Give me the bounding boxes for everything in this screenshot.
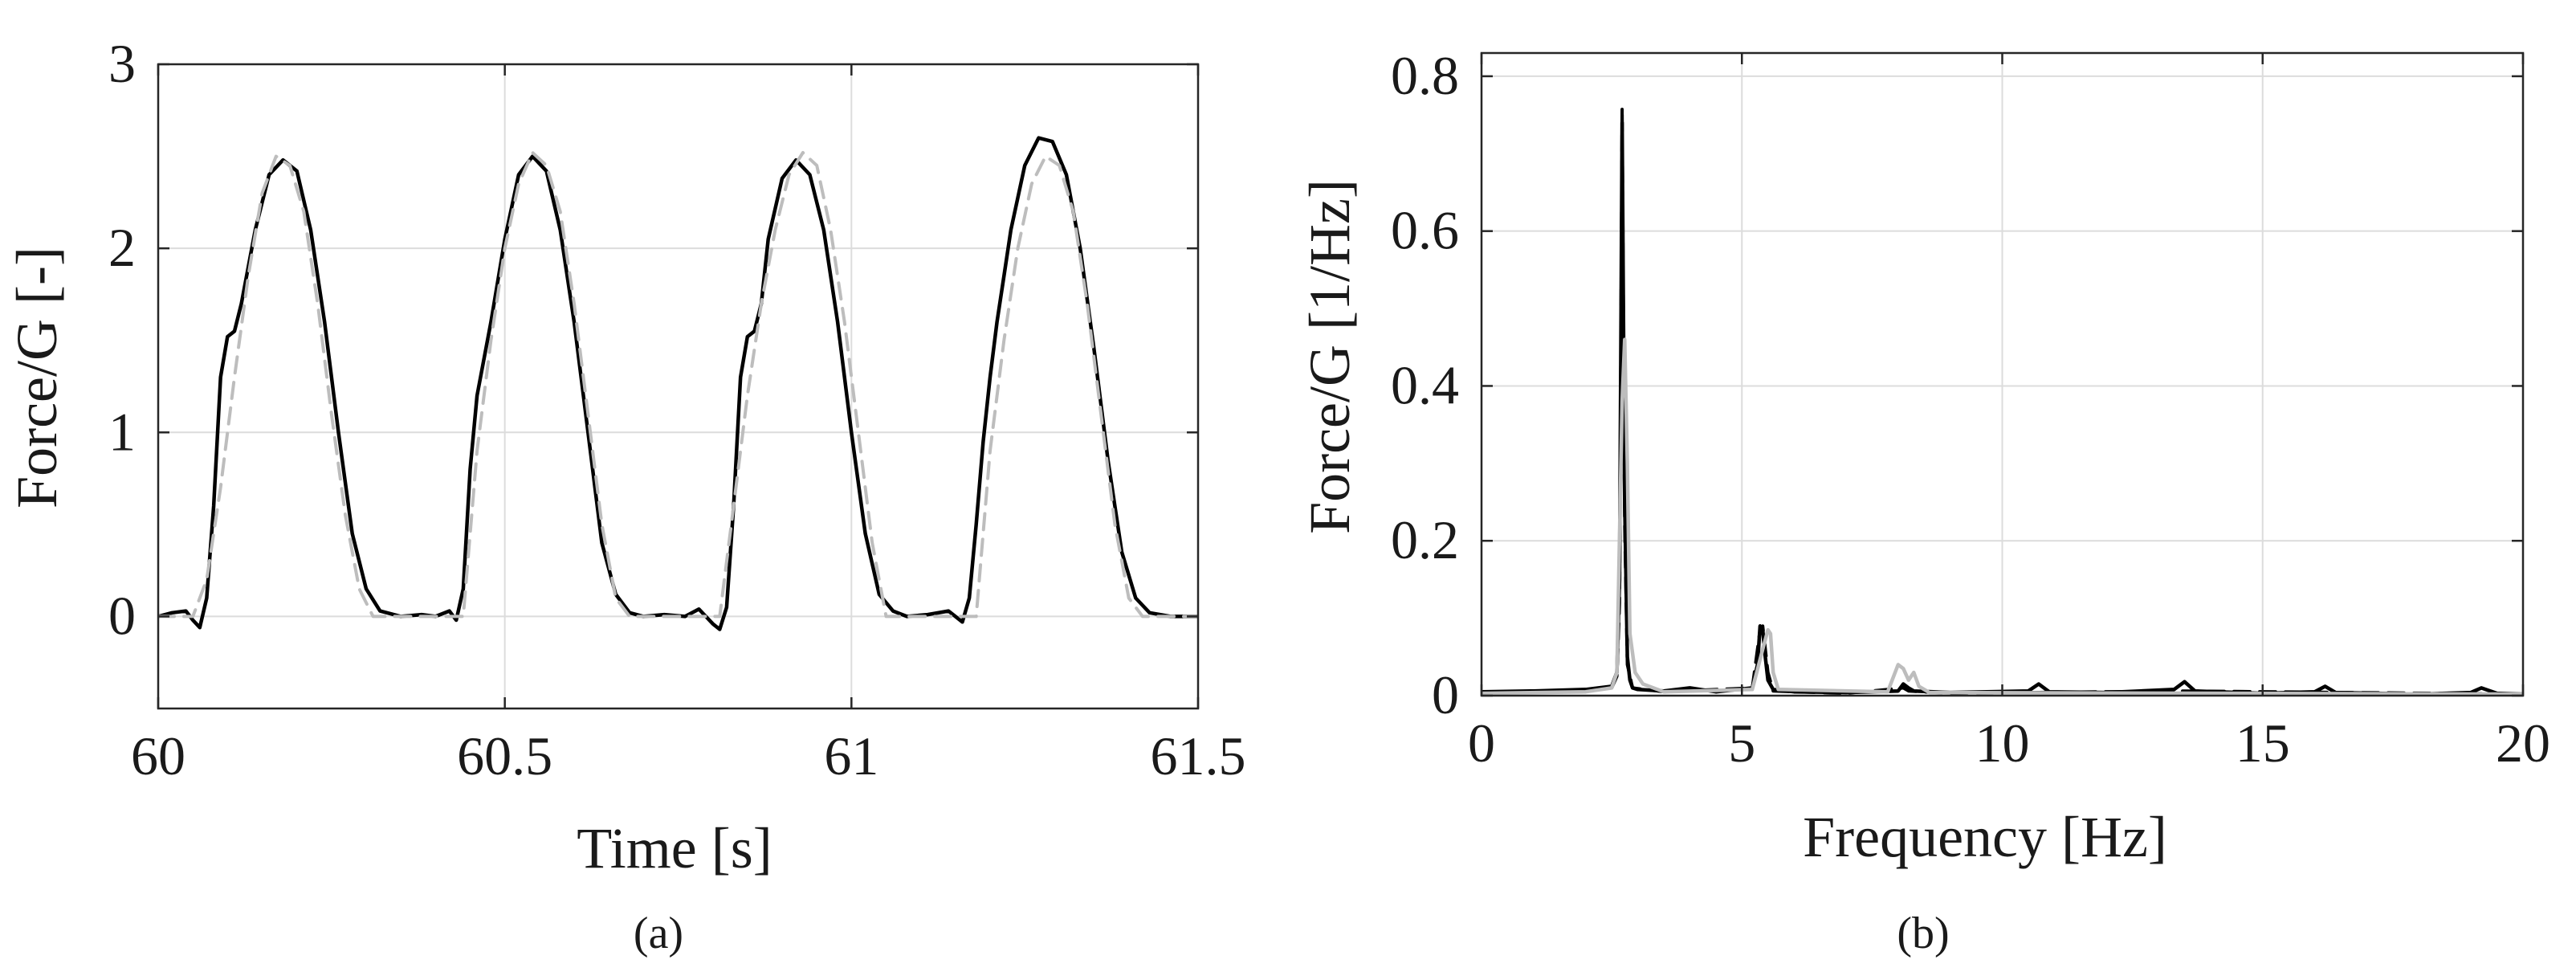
panel-a-time-chart: 60 60.5 61 61.5 0 1 2 3 Time [s] Force/G [-] (… bbox=[5, 33, 1246, 958]
panel-a-series-line-1 bbox=[158, 136, 1198, 631]
panel-b-series-line-3 bbox=[1482, 337, 2523, 696]
panel-b-x-tick-label: 15 bbox=[2236, 713, 2290, 774]
panel-b-x-tick-label: 0 bbox=[1468, 713, 1495, 774]
panel-b-y-tick-label: 0.2 bbox=[1391, 509, 1459, 570]
panel-b-x-axis-label: Frequency [Hz] bbox=[1803, 805, 2167, 869]
panel-b-y-tick-label: 0.6 bbox=[1391, 200, 1459, 261]
panel-a-y-tick-label: 2 bbox=[108, 217, 136, 278]
panel-a-x-tick-label: 60.5 bbox=[457, 725, 552, 786]
panel-a-y-tick-labels: 0 1 2 3 bbox=[108, 33, 136, 646]
panel-a-x-tick-label: 61.5 bbox=[1151, 725, 1246, 786]
panel-a-y-tick-label: 1 bbox=[108, 401, 136, 462]
panel-b-x-tick-labels: 0 5 10 15 20 bbox=[1468, 713, 2550, 774]
panel-b-series bbox=[1482, 105, 2523, 696]
panel-b-y-tick-label: 0.4 bbox=[1391, 354, 1459, 415]
panel-a-label: (a) bbox=[634, 909, 683, 958]
panel-b-x-tick-label: 20 bbox=[2496, 713, 2550, 774]
panel-a-y-axis-label: Force/G [-] bbox=[5, 247, 69, 508]
panel-b-y-tick-label: 0 bbox=[1432, 664, 1459, 725]
panel-b-y-tick-labels: 0 0.2 0.4 0.6 0.8 bbox=[1391, 45, 1459, 725]
panel-a-x-tick-label: 61 bbox=[824, 725, 878, 786]
panel-b-x-tick-label: 10 bbox=[1975, 713, 2030, 774]
panel-a-x-axis-label: Time [s] bbox=[577, 816, 772, 880]
panel-a-x-tick-label: 60 bbox=[131, 725, 185, 786]
panel-a-y-tick-label: 0 bbox=[108, 585, 136, 646]
panel-b-label: (b) bbox=[1897, 909, 1949, 958]
panel-b-frequency-chart: 0 5 10 15 20 0 0.2 0.4 0.6 0.8 Frequency [Hz] Fo… bbox=[1298, 45, 2550, 958]
panel-a-series-line-2 bbox=[158, 151, 1198, 619]
panel-b-y-tick-label: 0.8 bbox=[1391, 45, 1459, 106]
panel-b-y-axis-label: Force/G [1/Hz] bbox=[1298, 179, 1362, 534]
panel-a-ticks bbox=[157, 63, 1200, 708]
panel-a-y-tick-label: 3 bbox=[108, 33, 136, 94]
panel-b-ticks bbox=[1480, 53, 2525, 697]
panel-a-x-tick-labels: 60 60.5 61 61.5 bbox=[131, 725, 1246, 786]
panel-a-plot-frame bbox=[157, 63, 1200, 710]
panel-a-series bbox=[158, 136, 1198, 631]
panel-b-x-tick-label: 5 bbox=[1728, 713, 1755, 774]
